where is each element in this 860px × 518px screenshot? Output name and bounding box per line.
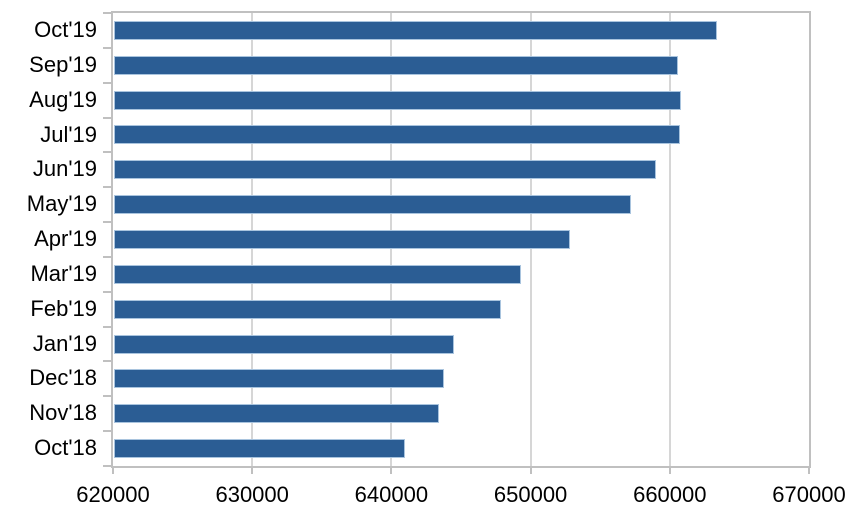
y-tick-mark <box>103 256 111 258</box>
y-tick-mark <box>103 395 111 397</box>
bar-jul-19 <box>114 125 680 145</box>
x-tick-mark <box>668 468 671 474</box>
y-tick-label-jul-19: Jul'19 <box>40 121 97 147</box>
x-tick-mark <box>112 468 114 474</box>
y-tick-label-jun-19: Jun'19 <box>32 156 97 182</box>
y-tick-mark <box>103 221 111 223</box>
gridline <box>668 13 671 466</box>
x-tick-label: 650000 <box>493 482 568 507</box>
y-tick-label-apr-19: Apr'19 <box>34 226 97 252</box>
bar-aug-19 <box>114 90 681 110</box>
bar-jun-19 <box>114 160 656 180</box>
y-tick-mark <box>103 82 111 84</box>
bar-jan-19 <box>114 334 454 354</box>
bar-oct-18 <box>114 439 405 459</box>
plot-border-right <box>809 11 811 468</box>
bar-sep-19 <box>114 55 678 75</box>
x-tick-mark <box>251 468 254 474</box>
x-tick-label: 630000 <box>215 482 289 507</box>
y-tick-mark <box>103 326 111 328</box>
bar-nov-18 <box>114 404 439 424</box>
x-tick-label: 620000 <box>76 482 150 507</box>
y-tick-label-aug-19: Aug'19 <box>29 86 97 112</box>
x-tick-mark <box>390 468 393 474</box>
y-tick-mark <box>103 430 111 432</box>
bar-apr-19 <box>114 230 570 249</box>
y-tick-label-may-19: May'19 <box>26 191 97 217</box>
y-tick-mark <box>103 465 111 467</box>
plot-border-top <box>111 11 811 13</box>
bar-feb-19 <box>114 299 501 319</box>
x-tick-label: 670000 <box>772 482 846 507</box>
y-tick-label-oct-18: Oct'18 <box>34 435 97 461</box>
x-tick-label: 660000 <box>633 482 707 507</box>
y-tick-mark <box>103 117 111 119</box>
y-axis-line <box>111 13 113 466</box>
y-tick-label-sep-19: Sep'19 <box>29 51 97 77</box>
bar-dec-18 <box>114 369 444 389</box>
y-tick-label-dec-18: Dec'18 <box>29 365 97 391</box>
x-axis-line <box>111 466 811 468</box>
y-tick-mark <box>103 151 111 153</box>
y-tick-label-jan-19: Jan'19 <box>32 330 97 356</box>
bar-oct-19 <box>114 20 717 40</box>
y-tick-mark <box>103 291 111 293</box>
y-tick-label-nov-18: Nov'18 <box>29 400 97 426</box>
x-tick-label: 640000 <box>354 482 429 507</box>
x-tick-mark <box>808 468 810 474</box>
y-tick-mark <box>103 186 111 188</box>
y-tick-mark <box>103 12 111 14</box>
x-tick-mark <box>529 468 532 474</box>
y-tick-mark <box>103 47 111 49</box>
y-tick-label-mar-19: Mar'19 <box>30 260 97 286</box>
y-tick-mark <box>103 360 111 362</box>
y-tick-label-oct-19: Oct'19 <box>34 17 97 42</box>
bar-may-19 <box>114 195 631 215</box>
bar-mar-19 <box>114 264 521 284</box>
y-tick-label-feb-19: Feb'19 <box>30 295 97 321</box>
